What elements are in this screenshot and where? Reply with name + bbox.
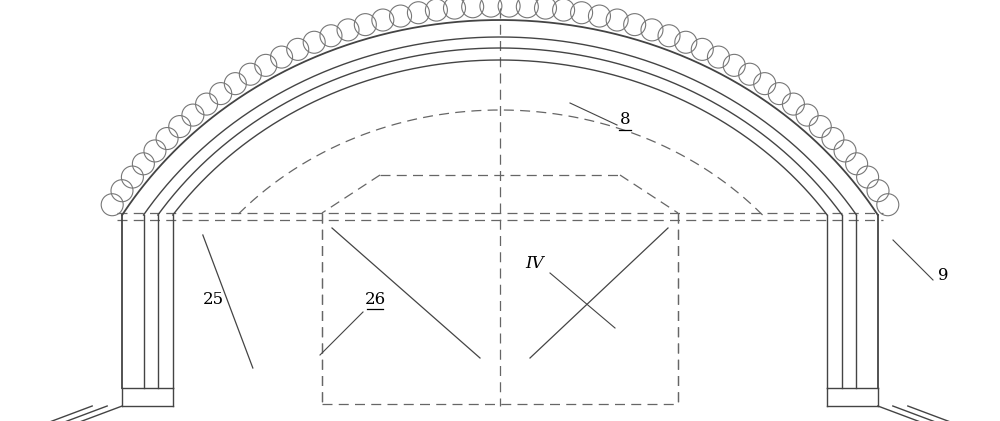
Text: 26: 26	[364, 291, 386, 309]
Text: IV: IV	[526, 255, 544, 272]
Text: 25: 25	[202, 291, 224, 309]
Text: 9: 9	[938, 266, 948, 283]
Text: 8: 8	[620, 111, 630, 128]
